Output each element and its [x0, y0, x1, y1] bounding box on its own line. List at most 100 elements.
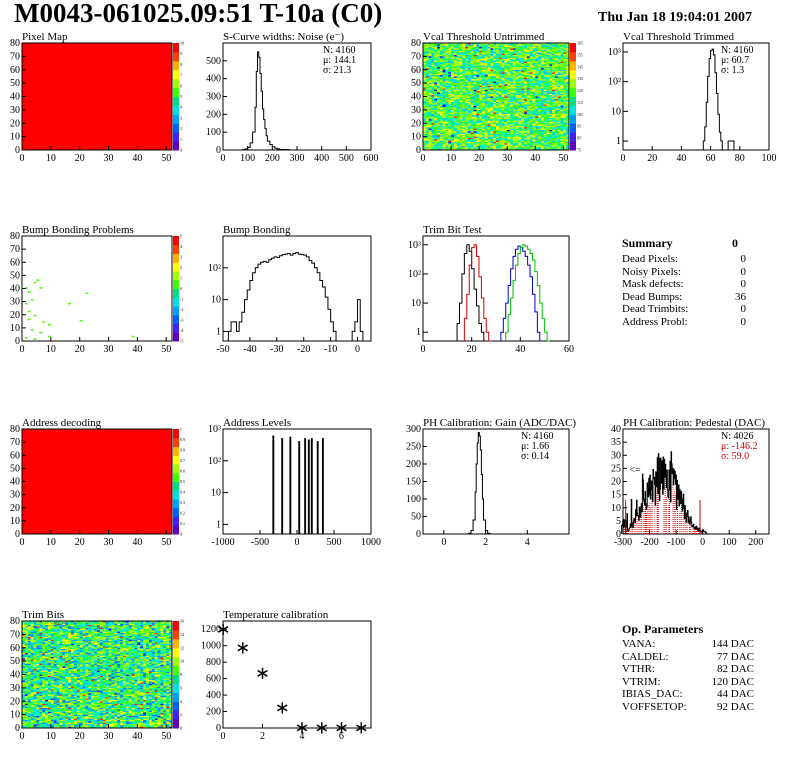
x-tick-label: -10: [324, 344, 337, 355]
plot-title: Temperature calibration: [223, 609, 329, 621]
op-param-row-label: IBIAS_DAC:: [622, 688, 683, 700]
histogram-line: [227, 252, 364, 342]
x-tick-label: 300: [290, 153, 305, 164]
palette-label: 10: [180, 41, 184, 46]
x-tick-label: 0: [20, 537, 25, 548]
op-param-row-value: 92 DAC: [717, 700, 754, 713]
dead-bump-cell: [24, 287, 28, 289]
y-tick-label: 40: [10, 92, 20, 103]
plot-title: PH Calibration: Gain (ADC/DAC): [423, 417, 576, 429]
palette-label: 1: [180, 276, 182, 281]
stat-line: σ: 21.3: [323, 65, 351, 76]
y-tick-label: 0: [616, 529, 621, 540]
palette-label: 0: [180, 532, 182, 537]
plot-title: PH Calibration: Pedestal (DAC): [623, 417, 765, 429]
stat-line: N: 4160: [521, 431, 554, 442]
palette-cell: [173, 132, 179, 142]
y-tick-label: 0: [15, 336, 20, 347]
x-tick-label: 30: [104, 344, 114, 355]
x-tick-label: 30: [104, 153, 114, 164]
dead-bump-cell: [47, 323, 51, 326]
histogram-series-line: [463, 244, 492, 342]
palette-label: -1: [180, 297, 183, 302]
x-tick-label: -1000: [211, 537, 234, 548]
dead-bump-cell: [47, 335, 51, 338]
y-tick-label: 10³: [208, 424, 221, 435]
palette-cell: [173, 638, 179, 649]
palette-label: 3: [180, 115, 182, 120]
stat-line: μ: 1.66: [521, 441, 549, 452]
palette-cell: [173, 665, 179, 675]
histogram-line: [621, 451, 708, 534]
palette-cell: [173, 446, 179, 456]
palette-cell: [173, 683, 179, 693]
vcal-untrimmed-chart: 0 10 20 30 40 5001020304050607080758595105115…: [411, 31, 583, 164]
palette-cell: [173, 244, 179, 254]
summary-row-label: Mask defects:: [622, 278, 684, 290]
op-param-row-label: VANA:: [622, 638, 656, 650]
palette-cell: [173, 43, 179, 53]
address-decoding-chart: 0 10 20 30 40 500102030405060708000.10.20.30.…: [10, 417, 185, 548]
palette-label: 9: [180, 51, 182, 56]
address-peak: [289, 436, 292, 534]
underflow-arrow: <=: [629, 465, 641, 476]
y-tick-label: 50: [411, 512, 421, 523]
x-tick-label: -30: [270, 344, 283, 355]
stat-line: μ: -146.2: [721, 441, 757, 452]
summary-row-label: Dead Pixels:: [622, 253, 678, 265]
plot-frame: [222, 428, 372, 535]
x-tick-label: 20: [467, 344, 477, 355]
y-tick-label: 5: [616, 516, 621, 527]
y-tick-label: 1200: [201, 624, 221, 635]
y-tick-label: 35: [611, 437, 621, 448]
y-tick-label: 80: [10, 424, 20, 435]
y-tick-label: 50: [10, 270, 20, 281]
palette-cell: [570, 60, 576, 71]
x-tick-label: 40: [132, 731, 142, 742]
x-tick-label: 0: [421, 344, 426, 355]
stat-line: σ: 0.14: [521, 451, 549, 462]
palette-cell: [173, 279, 179, 289]
palette-label: -5: [180, 339, 183, 344]
x-tick-label: 500: [327, 537, 342, 548]
y-tick-label: 800: [206, 657, 221, 668]
x-tick-label: 2: [260, 731, 265, 742]
palette-label: 2: [180, 712, 182, 717]
y-tick-label: 70: [10, 51, 20, 62]
palette-cell: [173, 516, 179, 526]
y-tick-label: 30: [10, 297, 20, 308]
x-tick-label: -200: [640, 537, 658, 548]
x-tick-label: 20: [75, 344, 85, 355]
heatmap-cells: [423, 43, 569, 150]
y-tick-label: 50: [10, 78, 20, 89]
palette-cell: [173, 141, 179, 151]
x-tick-label: 40: [132, 153, 142, 164]
plot-title: Vcal Threshold Trimmed: [623, 31, 735, 43]
x-tick-label: 0: [20, 344, 25, 355]
y-tick-label: 10: [611, 503, 621, 514]
y-tick-label: 60: [411, 65, 421, 76]
palette-label: 2: [180, 126, 182, 131]
x-tick-label: -50: [216, 344, 229, 355]
dead-bump-cell: [33, 281, 37, 284]
y-tick-label: 60: [10, 257, 20, 268]
summary-total: 0: [732, 236, 738, 250]
y-tick-label: 250: [406, 442, 421, 453]
plot-frame: [622, 42, 770, 151]
plot-frame: [21, 235, 173, 342]
y-tick-label: 40: [411, 92, 421, 103]
temperature-calibration-chart: ∗∗∗∗∗ ∗ ∗ ∗0 2 4 6020040060080010001200Tempera…: [201, 609, 372, 742]
y-tick-label: 70: [10, 437, 20, 448]
palette-cell: [173, 69, 179, 80]
dead-bump-cell: [33, 314, 37, 317]
palette-cell: [570, 87, 576, 97]
x-tick-label: 50: [161, 153, 171, 164]
x-tick-label: 40: [515, 344, 525, 355]
op-param-row-value: 144 DAC: [711, 638, 754, 650]
palette-cell: [173, 332, 179, 342]
palette-cell: [173, 288, 179, 298]
y-tick-label: 0: [216, 145, 221, 156]
y-tick-label: 10: [411, 132, 421, 143]
